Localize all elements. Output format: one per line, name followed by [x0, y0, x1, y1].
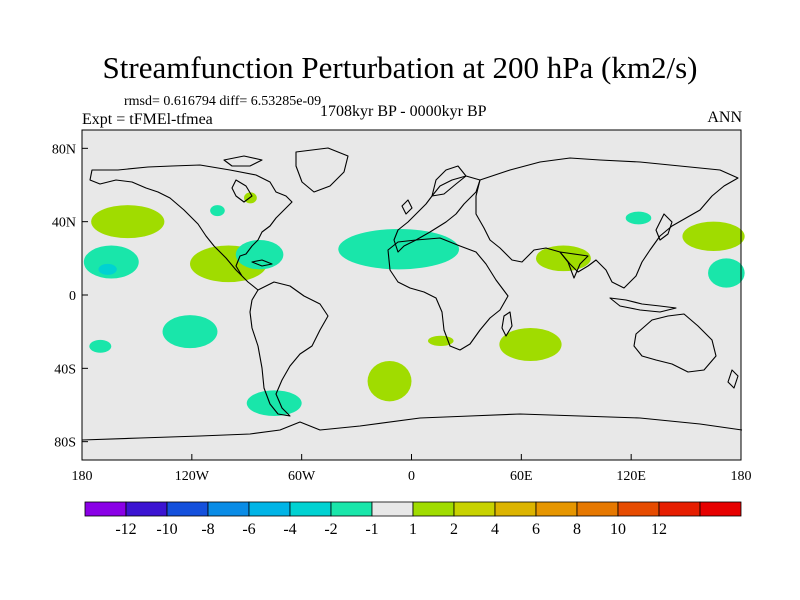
colorbar-label-11: 8 — [573, 521, 581, 538]
anomaly-region-12 — [682, 221, 745, 251]
colorbar-box-11 — [535, 501, 578, 517]
anomaly-region-2 — [98, 263, 117, 275]
colorbar-box-15 — [699, 501, 742, 517]
coast-new-zealand — [727, 369, 739, 389]
coast-british-isles — [401, 199, 413, 215]
anomaly-region-1 — [83, 245, 139, 279]
colorbar-label-7: 1 — [409, 521, 417, 538]
colorbar-label-3: -6 — [242, 521, 255, 538]
coast-madagascar — [501, 311, 513, 337]
chart-title: Streamfunction Perturbation at 200 hPa (… — [102, 50, 698, 85]
colorbar-box-9 — [453, 501, 496, 517]
coast-australia — [633, 313, 717, 373]
y-tick-label-3: 40S — [54, 362, 76, 377]
anomaly-region-4 — [162, 315, 218, 349]
anomaly-region-0 — [91, 205, 165, 239]
coast-antarctica — [81, 413, 743, 441]
colorbar-label-10: 6 — [532, 521, 540, 538]
anomaly-region-10 — [535, 245, 591, 272]
period-label: 1708kyr BP - 0000kyr BP — [320, 103, 487, 120]
x-tick-label-1: 120W — [175, 469, 210, 484]
x-tick-label-0: 180 — [72, 469, 93, 484]
colorbar-label-6: -1 — [365, 521, 378, 538]
x-tick-label-2: 60W — [288, 469, 316, 484]
x-tick-label-3: 0 — [408, 469, 415, 484]
x-tick-label-5: 120E — [616, 469, 646, 484]
anomaly-region-13 — [708, 258, 745, 288]
colorbar-label-1: -10 — [156, 521, 177, 538]
anomaly-region-11 — [625, 211, 652, 225]
coast-india — [559, 251, 589, 279]
coastlines — [81, 147, 743, 441]
colorbar-box-14 — [658, 501, 701, 517]
colorbar-box-3 — [207, 501, 250, 517]
colorbar-label-0: -12 — [115, 521, 136, 538]
experiment-label: Expt = tFMEl-tfmea — [82, 111, 213, 128]
colorbar-box-0 — [84, 501, 127, 517]
colorbar-box-12 — [576, 501, 619, 517]
colorbar-box-5 — [289, 501, 332, 517]
coast-indonesia — [609, 297, 677, 313]
coast-south-america — [249, 281, 329, 417]
x-tick-label-4: 60E — [510, 469, 533, 484]
anomaly-region-8 — [235, 240, 284, 270]
colorbar-box-4 — [248, 501, 291, 517]
colorbar-label-13: 12 — [651, 521, 667, 538]
anomaly-region-5 — [210, 205, 225, 217]
anomaly-region-15 — [499, 328, 562, 361]
coast-arctic-islands — [223, 155, 263, 167]
coast-africa — [387, 237, 509, 351]
colorbar-label-5: -2 — [324, 521, 337, 538]
y-tick-label-0: 80N — [52, 142, 76, 157]
anomaly-region-3 — [89, 339, 112, 353]
coast-cuba — [251, 259, 273, 267]
plot-background — [82, 130, 741, 460]
colorbar-label-2: -8 — [201, 521, 214, 538]
anomaly-region-17 — [246, 390, 302, 416]
colorbar-box-6 — [330, 501, 373, 517]
x-tick-label-6: 180 — [731, 469, 752, 484]
season-label: ANN — [707, 109, 742, 126]
anomaly-region-9 — [338, 229, 460, 270]
coast-japan — [655, 213, 673, 241]
coast-greenland — [295, 147, 349, 193]
y-tick-label-4: 80S — [54, 436, 76, 451]
colorbar-label-12: 10 — [610, 521, 626, 538]
y-tick-label-1: 40N — [52, 216, 76, 231]
colorbar-box-2 — [166, 501, 209, 517]
colorbar-box-13 — [617, 501, 660, 517]
colorbar-box-10 — [494, 501, 537, 517]
coast-north-america — [89, 164, 293, 291]
colorbar-label-8: 2 — [450, 521, 458, 538]
y-tick-label-2: 0 — [69, 289, 76, 304]
colorbar-box-1 — [125, 501, 168, 517]
colorbar-label-9: 4 — [491, 521, 499, 538]
coast-asia — [475, 157, 739, 289]
colorbar-box-8 — [412, 501, 455, 517]
colorbar-label-4: -4 — [283, 521, 296, 538]
anomaly-region-16 — [367, 361, 412, 402]
colorbar-box-7 — [371, 501, 414, 517]
coast-scandinavia — [431, 165, 467, 197]
stats-line: rmsd= 0.616794 diff= 6.53285e-09 — [124, 94, 322, 109]
coast-hudson-bay — [231, 179, 253, 203]
